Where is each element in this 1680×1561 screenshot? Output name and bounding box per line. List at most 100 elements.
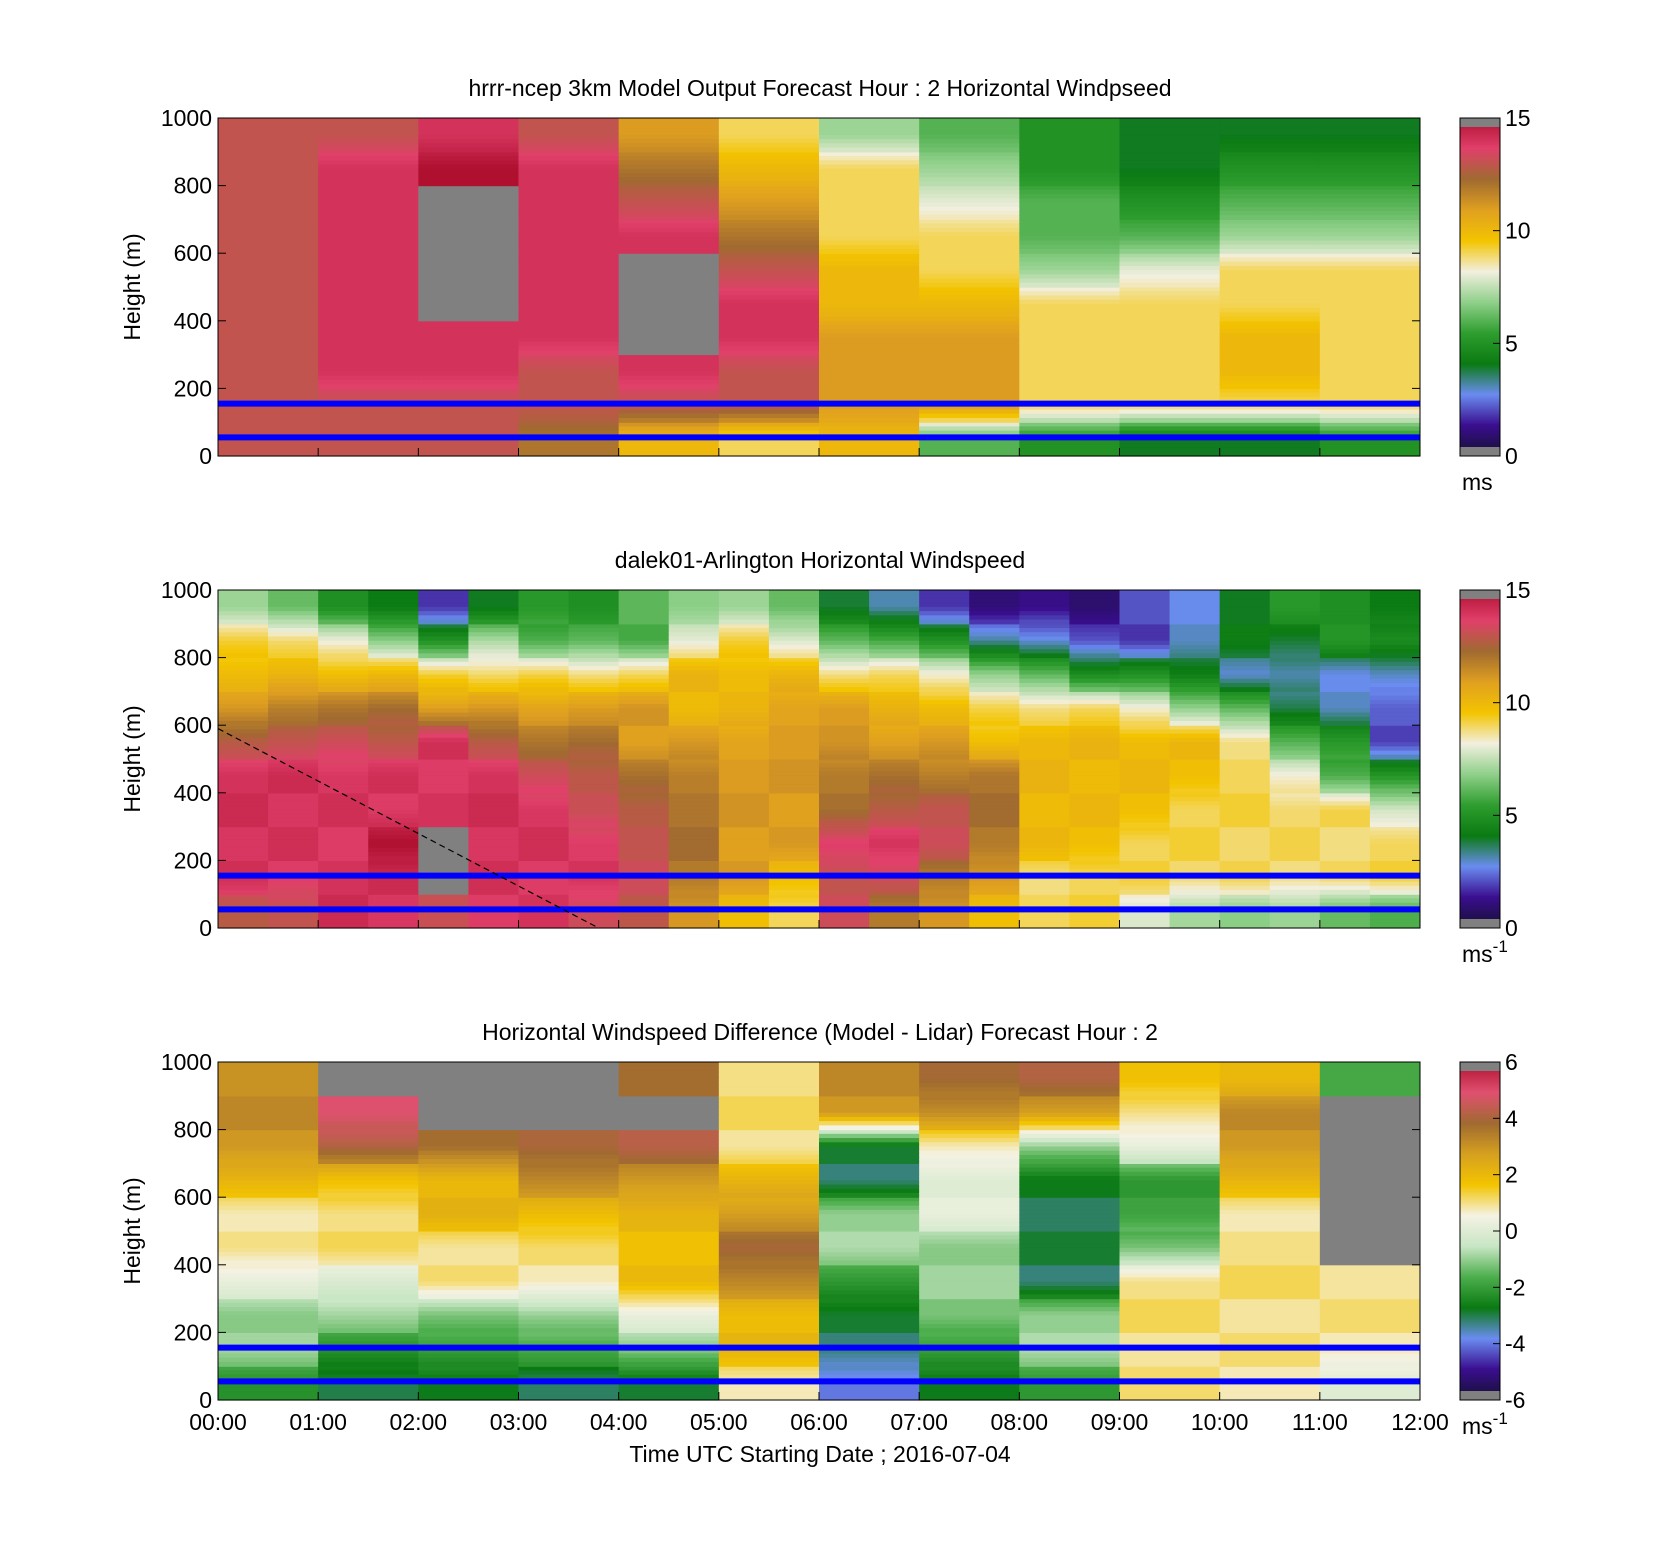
- heatmap-cell: [1169, 725, 1221, 731]
- heatmap-cell: [1319, 312, 1421, 318]
- heatmap-cell: [1319, 1285, 1421, 1291]
- heatmap-cell: [1019, 1095, 1120, 1101]
- heatmap-cell: [218, 657, 269, 663]
- heatmap-cell: [318, 1176, 419, 1181]
- heatmap-cell: [218, 759, 269, 764]
- heatmap-cell: [468, 822, 519, 828]
- heatmap-cell: [1369, 602, 1421, 608]
- heatmap-cell: [718, 632, 770, 638]
- heatmap-cell: [819, 1260, 920, 1266]
- heatmap-cell: [819, 1269, 920, 1274]
- heatmap-cell: [969, 628, 1020, 633]
- heatmap-cell: [218, 189, 319, 195]
- heatmap-cell: [618, 923, 670, 929]
- heatmap-cell: [318, 358, 419, 364]
- heatmap-cell: [618, 775, 670, 781]
- heatmap-cell: [1219, 797, 1271, 802]
- heatmap-cell: [919, 1154, 1020, 1160]
- heatmap-cell: [819, 1129, 920, 1135]
- heatmap-cell: [318, 695, 369, 701]
- heatmap-cell: [268, 759, 319, 764]
- heatmap-cell: [618, 1091, 720, 1097]
- heatmap-cell: [468, 602, 519, 608]
- heatmap-cell: [1269, 746, 1321, 752]
- heatmap-cell: [1119, 1176, 1221, 1181]
- heatmap-cell: [1019, 278, 1120, 284]
- heatmap-cell: [468, 716, 519, 722]
- heatmap-cell: [869, 606, 920, 612]
- heatmap-cell: [268, 729, 319, 735]
- heatmap-cell: [1219, 172, 1321, 178]
- heatmap-cell: [819, 657, 870, 663]
- heatmap-cell: [418, 1180, 519, 1186]
- heatmap-cell: [1019, 1062, 1120, 1067]
- heatmap-cell: [218, 447, 319, 453]
- heatmap-cell: [1219, 682, 1271, 688]
- heatmap-cell: [318, 691, 369, 697]
- heatmap-cell: [1119, 1361, 1221, 1367]
- heatmap-cell: [568, 606, 620, 612]
- heatmap-cell: [218, 720, 269, 726]
- heatmap-cell: [218, 1269, 319, 1274]
- heatmap-cell: [819, 742, 870, 747]
- heatmap-cell: [618, 1078, 720, 1084]
- heatmap-cell: [718, 1336, 820, 1342]
- heatmap-cell: [819, 1349, 920, 1355]
- heatmap-cell: [718, 598, 770, 604]
- heatmap-cell: [718, 1264, 820, 1270]
- heatmap-cell: [268, 780, 319, 785]
- heatmap-cell: [1319, 1281, 1421, 1287]
- heatmap-cell: [618, 1277, 720, 1283]
- heatmap-cell: [518, 788, 570, 794]
- heatmap-cell: [1019, 1311, 1120, 1317]
- heatmap-cell: [218, 801, 269, 807]
- heatmap-cell: [518, 716, 570, 722]
- heatmap-cell: [468, 754, 519, 760]
- heatmap-cell: [418, 644, 469, 650]
- heatmap-cell: [819, 1302, 920, 1308]
- heatmap-cell: [919, 1323, 1020, 1329]
- heatmap-cell: [1119, 1374, 1221, 1380]
- heatmap-cell: [218, 881, 269, 887]
- heatmap-cell: [1119, 1370, 1221, 1376]
- heatmap-cell: [1369, 835, 1421, 840]
- heatmap-cell: [919, 856, 970, 861]
- heatmap-cell: [718, 202, 820, 208]
- heatmap-cell: [718, 1192, 820, 1198]
- heatmap-cell: [268, 653, 319, 659]
- heatmap-cell: [318, 657, 369, 663]
- heatmap-cell: [1369, 611, 1421, 616]
- heatmap-cell: [819, 1307, 920, 1312]
- heatmap-cell: [218, 1239, 319, 1245]
- heatmap-cell: [668, 661, 720, 667]
- heatmap-cell: [618, 447, 720, 453]
- heatmap-cell: [518, 358, 620, 364]
- heatmap-cell: [568, 615, 620, 621]
- heatmap-cell: [518, 320, 620, 326]
- heatmap-cell: [1119, 830, 1171, 836]
- heatmap-cell: [919, 303, 1020, 309]
- heatmap-cell: [218, 699, 269, 705]
- heatmap-cell: [618, 649, 670, 654]
- heatmap-cell: [718, 341, 820, 347]
- heatmap-cell: [668, 864, 720, 870]
- heatmap-cell: [468, 729, 519, 735]
- heatmap-cell: [1219, 388, 1321, 394]
- heatmap-cell: [1219, 384, 1321, 389]
- heatmap-cell: [218, 830, 269, 836]
- heatmap-cell: [1119, 1319, 1221, 1325]
- heatmap-cell: [1219, 1197, 1321, 1203]
- heatmap-cell: [218, 915, 269, 921]
- heatmap-cell: [969, 902, 1020, 908]
- heatmap-cell: [919, 1285, 1020, 1291]
- heatmap-cell: [1019, 594, 1070, 600]
- x-tick-label: 07:00: [890, 1409, 948, 1435]
- heatmap-cell: [218, 172, 319, 178]
- heatmap-cell: [1319, 737, 1371, 743]
- heatmap-cell: [1319, 657, 1371, 663]
- heatmap-cell: [718, 1129, 820, 1135]
- heatmap-cell: [1319, 594, 1371, 600]
- heatmap-cell: [1019, 661, 1070, 667]
- heatmap-cell: [218, 379, 319, 385]
- heatmap-cell: [1119, 299, 1221, 305]
